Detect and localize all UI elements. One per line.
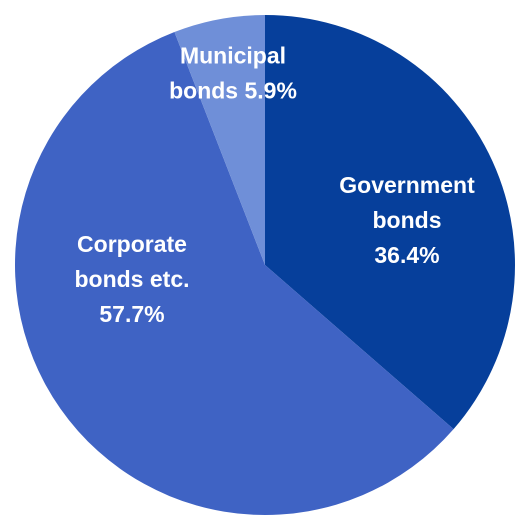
pie-slice-label: Government bonds 36.4%	[339, 172, 475, 268]
pie-slice-label-line: bonds etc.	[74, 266, 189, 292]
pie-slice-label-line: 36.4%	[374, 242, 439, 268]
pie-slice-label-line: Government	[339, 172, 475, 198]
pie-labels: Government bonds 36.4% Corporate bonds etc. 5…	[74, 43, 475, 328]
pie-slice-corporate-bonds-etc	[15, 31, 454, 516]
pie-slice-label-line: 57.7%	[99, 301, 164, 327]
pie-slices	[15, 15, 515, 516]
pie-slice-label: Corporate bonds etc. 57.7%	[74, 231, 189, 327]
pie-slice-label-line: bonds	[373, 207, 442, 233]
pie-slice-label-line: Municipal	[180, 43, 286, 69]
pie-slice-label: Municipal bonds 5.9%	[169, 43, 297, 104]
pie-slice-government-bonds	[265, 15, 515, 430]
pie-slice-municipal-bonds	[174, 15, 265, 265]
pie-slice-label-line: Corporate	[77, 231, 187, 257]
pie-slice-label-line: bonds 5.9%	[169, 78, 297, 104]
